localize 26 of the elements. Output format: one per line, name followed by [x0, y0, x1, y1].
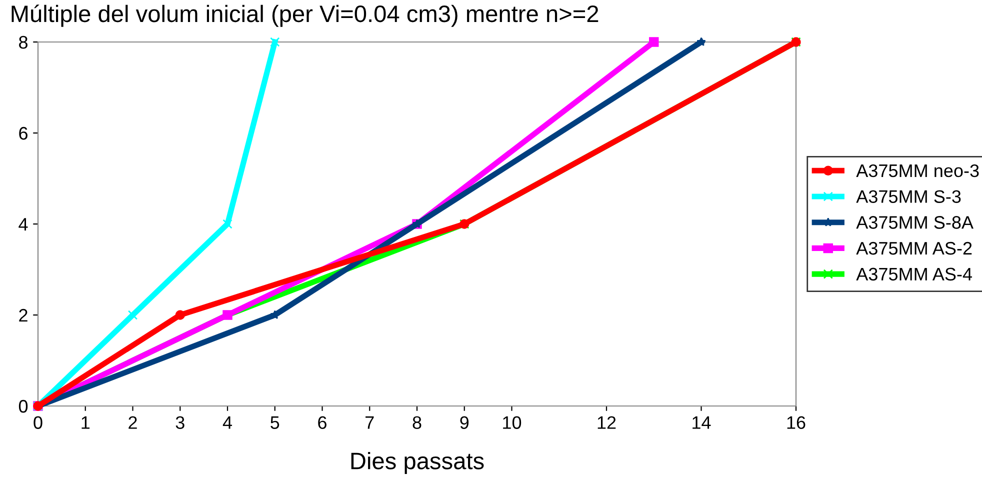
- legend-label: A375MM S-3: [856, 190, 961, 203]
- y-tick-label: 2: [19, 308, 28, 322]
- x-tick-label: 6: [318, 416, 326, 429]
- x-tick-label: 2: [128, 416, 137, 429]
- x-tick-label: 12: [598, 416, 616, 429]
- x-tick-label: 9: [460, 416, 469, 429]
- x-tick-label: 8: [412, 416, 422, 429]
- y-tick-label: 8: [19, 36, 28, 49]
- legend-label: A375MM S-8A: [856, 216, 974, 229]
- x-tick-label: 1: [82, 416, 90, 429]
- x-tick-label: 10: [503, 416, 522, 429]
- y-tick-label: 4: [18, 218, 28, 231]
- x-axis-title: Dies passats: [351, 452, 484, 474]
- x-tick-label: 5: [270, 416, 280, 429]
- x-tick-label: 4: [222, 416, 232, 429]
- x-tick-label: 3: [176, 416, 184, 429]
- x-tick-label: 16: [787, 416, 806, 429]
- legend-label: A375MM AS-2: [856, 242, 972, 255]
- y-tick-label: 6: [19, 126, 28, 140]
- chart-title: Múltiple del volum inicial (per Vi=0.04 cm3) mentre n>=2: [12, 4, 598, 27]
- legend-label: A375MM neo-3: [856, 164, 979, 178]
- x-tick-label: 14: [692, 416, 711, 429]
- legend-label: A375MM AS-4: [856, 268, 972, 281]
- x-tick-label: 7: [366, 416, 374, 429]
- x-tick-label: 0: [34, 416, 42, 429]
- y-tick-label: 0: [18, 400, 28, 413]
